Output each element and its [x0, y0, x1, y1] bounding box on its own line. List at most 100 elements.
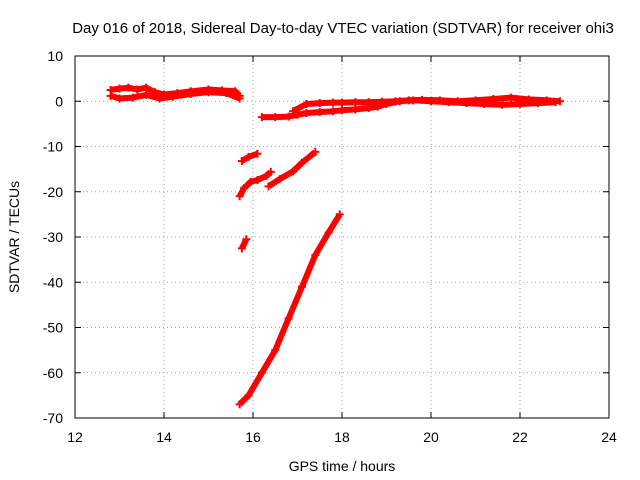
- data-point: [237, 156, 246, 165]
- data-point: [338, 98, 346, 107]
- y-tick-label: 10: [47, 48, 63, 64]
- data-point: [253, 175, 262, 184]
- y-tick-label: -10: [43, 139, 63, 155]
- series-line: [109, 89, 241, 102]
- series-layer: [106, 83, 565, 409]
- data-point: [186, 90, 195, 99]
- x-axis-label: GPS time / hours: [289, 458, 396, 474]
- data-point: [266, 167, 275, 176]
- data-point: [142, 83, 151, 92]
- x-tick-label: 22: [512, 429, 528, 445]
- data-point: [168, 92, 177, 101]
- data-point: [235, 94, 244, 103]
- data-point: [315, 108, 324, 117]
- data-point: [155, 94, 164, 103]
- data-point: [324, 228, 333, 237]
- data-point: [242, 235, 251, 244]
- data-point: [124, 83, 133, 92]
- data-point: [378, 97, 387, 106]
- data-point: [271, 346, 280, 355]
- data-point: [271, 113, 280, 122]
- data-point: [244, 152, 253, 161]
- y-tick-label: 0: [55, 93, 63, 109]
- data-point: [489, 94, 498, 103]
- x-tick-label: 12: [67, 429, 83, 445]
- series-line: [266, 149, 318, 189]
- data-point: [297, 282, 306, 291]
- data-point: [142, 90, 151, 99]
- series-arc-3: [289, 93, 565, 116]
- series-arc-1-lower: [106, 88, 244, 103]
- data-point: [418, 95, 427, 104]
- x-tick-label: 20: [423, 429, 439, 445]
- x-tick-label: 14: [156, 429, 172, 445]
- data-point: [435, 96, 444, 105]
- data-point: [297, 158, 306, 167]
- data-point: [240, 184, 249, 193]
- data-point: [275, 175, 284, 184]
- series-arc-4: [237, 149, 262, 165]
- data-point: [364, 98, 373, 107]
- y-tick-label: -30: [43, 229, 63, 245]
- data-point: [262, 171, 271, 180]
- data-point: [235, 192, 244, 201]
- data-point: [404, 96, 413, 105]
- data-point: [351, 105, 360, 114]
- data-point: [115, 84, 124, 93]
- data-point: [289, 107, 298, 116]
- data-point: [391, 97, 400, 106]
- x-tick-label: 18: [334, 429, 350, 445]
- data-point: [284, 314, 293, 323]
- data-point: [253, 149, 262, 158]
- data-point: [338, 106, 346, 115]
- data-point: [246, 177, 255, 186]
- x-tick-label: 24: [601, 429, 617, 445]
- grid: [75, 56, 609, 418]
- data-point: [311, 251, 320, 260]
- y-axis-label: SDTVAR / TECUs: [6, 181, 22, 293]
- data-point: [222, 89, 231, 98]
- y-tick-label: -20: [43, 184, 63, 200]
- data-point: [311, 147, 320, 156]
- data-point: [335, 210, 344, 219]
- data-point: [542, 96, 551, 105]
- data-point: [556, 97, 565, 106]
- data-point: [351, 98, 360, 107]
- data-point: [237, 244, 246, 253]
- data-point: [507, 93, 516, 102]
- y-tick-label: -60: [43, 365, 63, 381]
- data-point: [289, 167, 298, 176]
- y-tick-label: -70: [43, 410, 63, 426]
- data-point: [302, 99, 311, 108]
- data-point: [257, 368, 266, 377]
- ticks: 12 14 16 18 20 22 24 10 0 -10 -20 -30 -40 -50 -60 -70: [43, 48, 617, 445]
- data-point: [315, 99, 324, 108]
- data-point: [106, 91, 115, 100]
- series-arc-6: [264, 147, 320, 191]
- y-tick-label: -50: [43, 320, 63, 336]
- data-point: [204, 88, 213, 97]
- data-point: [471, 96, 480, 105]
- data-point: [264, 182, 273, 191]
- x-tick-label: 16: [245, 429, 261, 445]
- series-line: [237, 212, 343, 407]
- data-point: [133, 85, 142, 94]
- series-arc-7: [237, 235, 251, 253]
- data-point: [453, 97, 462, 106]
- series-arc-8: [235, 210, 344, 409]
- data-point: [329, 107, 338, 116]
- data-point: [244, 391, 253, 400]
- data-point: [284, 112, 293, 121]
- data-point: [524, 95, 533, 104]
- data-point: [498, 100, 507, 109]
- chart-title: Day 016 of 2018, Sidereal Day-to-day VTE…: [72, 20, 614, 37]
- series-arc-5: [235, 167, 275, 201]
- y-tick-label: -40: [43, 274, 63, 290]
- data-point: [115, 94, 124, 103]
- data-point: [302, 109, 311, 118]
- data-point: [257, 113, 266, 122]
- data-point: [128, 93, 137, 102]
- data-point: [329, 98, 338, 107]
